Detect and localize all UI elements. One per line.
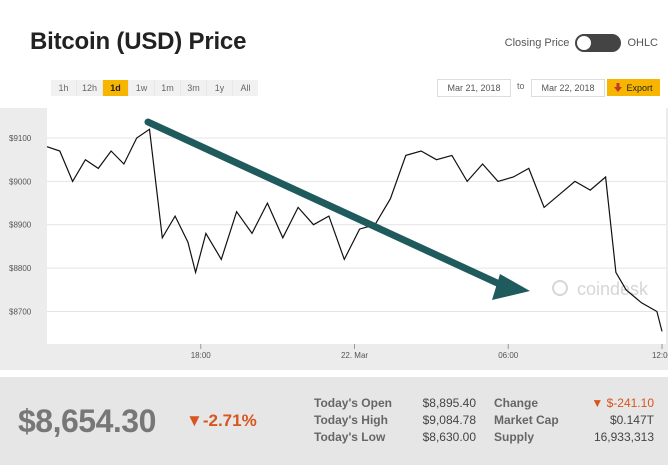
change-label: Change xyxy=(494,396,539,410)
plot-area xyxy=(47,108,666,344)
price-mode-toggle-group: Closing Price OHLC xyxy=(505,34,658,52)
y-tick-label: $8800 xyxy=(9,264,32,273)
price-summary: $8,654.30 ▼-2.71% Today's Open $8,895.40… xyxy=(0,377,668,465)
todays-open-label: Today's Open xyxy=(314,396,392,410)
supply-value: 16,933,313 xyxy=(593,430,654,444)
change-value: ▼ $-241.10 xyxy=(591,396,654,410)
y-tick-label: $9100 xyxy=(9,134,32,143)
market-cap-label: Market Cap xyxy=(494,413,559,427)
y-tick-label: $9000 xyxy=(9,177,32,186)
price-chart: $9100 $9000 $8900 $8800 $8700 18:00 22. Mar 06:… xyxy=(0,108,668,370)
price-series-line xyxy=(46,128,663,332)
range-12h-button[interactable]: 12h xyxy=(77,80,102,96)
todays-low-label: Today's Low xyxy=(314,430,386,444)
current-price: $8,654.30 xyxy=(18,403,156,439)
date-to-label: to xyxy=(517,81,525,91)
y-tick-label: $8700 xyxy=(9,307,32,316)
range-1m-button[interactable]: 1m xyxy=(155,80,180,96)
trend-arrow-head xyxy=(492,274,530,300)
date-to-input[interactable]: Mar 22, 2018 xyxy=(531,79,605,97)
export-button[interactable]: Export xyxy=(607,79,660,96)
toggle-knob xyxy=(577,36,592,50)
range-all-button[interactable]: All xyxy=(233,80,258,96)
download-arrow-icon xyxy=(614,83,623,92)
x-tick-label: 18:00 xyxy=(191,351,212,360)
x-tick-label: 06:00 xyxy=(498,351,519,360)
supply-label: Supply xyxy=(494,430,535,444)
range-3m-button[interactable]: 3m xyxy=(181,80,206,96)
closing-price-label: Closing Price xyxy=(504,37,570,49)
y-tick-label: $8900 xyxy=(9,221,32,230)
range-1h-button[interactable]: 1h xyxy=(51,80,76,96)
price-chart-svg: $9100 $9000 $8900 $8800 $8700 18:00 22. Mar 06:… xyxy=(9,108,668,360)
range-1d-button[interactable]: 1d xyxy=(103,80,128,96)
ohlc-label: OHLC xyxy=(627,37,658,49)
coindesk-watermark: coindesk xyxy=(577,279,649,299)
date-from-input[interactable]: Mar 21, 2018 xyxy=(437,79,511,97)
market-cap-value: $0.147T xyxy=(609,413,654,427)
todays-low-value: $8,630.00 xyxy=(422,430,476,444)
todays-high-label: Today's High xyxy=(314,413,388,427)
time-range-selector: 1h 12h 1d 1w 1m 3m 1y All xyxy=(51,80,258,96)
export-label: Export xyxy=(626,82,653,93)
x-tick-label: 22. Mar xyxy=(341,351,368,360)
coindesk-logo-icon xyxy=(552,280,568,296)
price-mode-toggle[interactable] xyxy=(575,34,622,52)
todays-high-value: $9,084.78 xyxy=(422,413,476,427)
x-tick-label: 12:00 xyxy=(652,351,668,360)
range-1w-button[interactable]: 1w xyxy=(129,80,154,96)
change-percent: ▼-2.71% xyxy=(186,411,257,430)
page-title: Bitcoin (USD) Price xyxy=(30,28,247,55)
todays-open-value: $8,895.40 xyxy=(422,396,476,410)
range-1y-button[interactable]: 1y xyxy=(207,80,232,96)
trend-arrow-shaft xyxy=(144,118,512,292)
